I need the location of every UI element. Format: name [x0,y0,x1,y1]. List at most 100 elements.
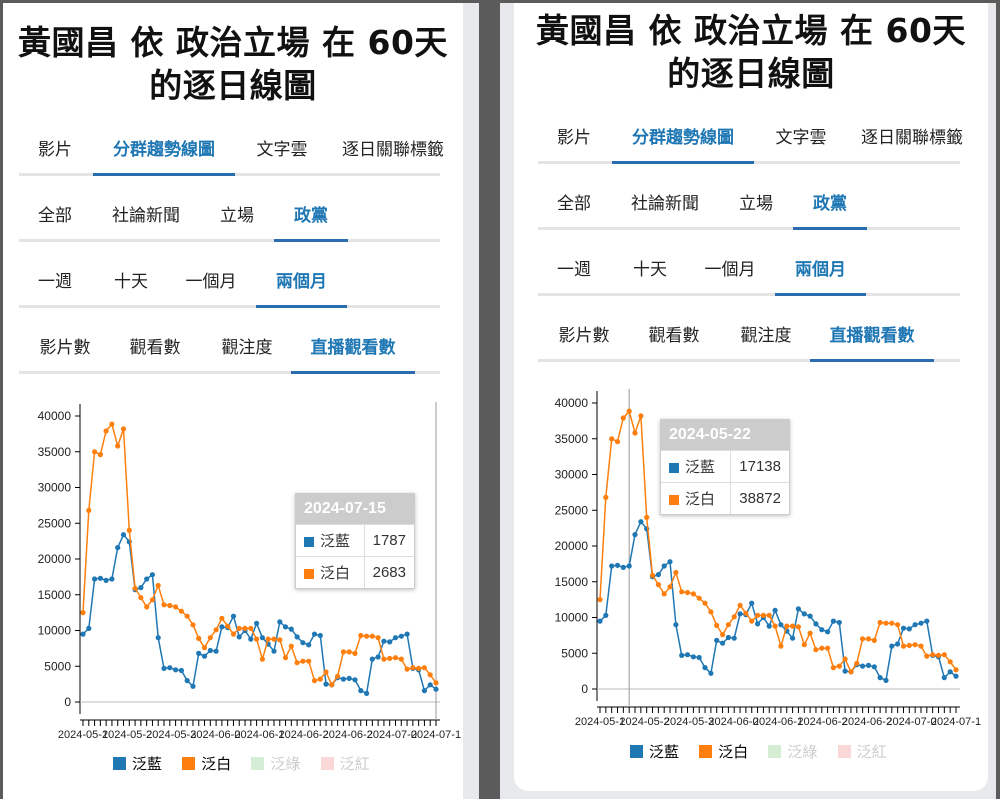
tab-one-month[interactable]: 一個月 [185,272,237,292]
tab-stance[interactable]: 立場 [739,194,773,214]
tab-live-views[interactable]: 直播觀看數 [810,313,934,362]
data-point [696,595,702,601]
tab-cluster-trend[interactable]: 分群趨勢線圖 [612,115,754,164]
data-point [138,585,144,591]
legend-item-red[interactable]: 泛紅 [837,741,887,762]
tab-view-count[interactable]: 觀看數 [648,326,700,346]
tab-stance[interactable]: 立場 [220,206,254,226]
tab-live-views[interactable]: 直播觀看數 [291,325,415,374]
tab-word-cloud[interactable]: 文字雲 [775,128,827,148]
legend-item-blue[interactable]: 泛藍 [630,741,679,762]
data-point [97,452,103,458]
data-point [860,636,866,642]
tooltip-row: 泛藍 17138 [661,450,789,483]
tooltip-row: 泛藍 1787 [296,524,414,557]
orange-swatch-icon [669,495,679,506]
data-point [708,609,714,615]
data-point [906,642,912,648]
data-point [877,675,883,681]
data-point [230,631,237,637]
x-tick-label: 2024-07-0 [886,716,936,728]
tab-editorial-news[interactable]: 社論新聞 [112,206,180,226]
tab-videos[interactable]: 影片 [38,140,72,160]
data-point [953,667,959,673]
legend-item-blue[interactable]: 泛藍 [113,753,162,774]
data-point [778,643,784,649]
data-point [184,678,190,684]
line-chart[interactable]: 0 5000 10000 15000 20000 25000 30000 35000 40000… [514,373,988,743]
data-point [778,622,784,628]
data-point [248,636,254,642]
y-tick-label: 5000 [561,646,588,660]
data-point [201,645,208,651]
data-point [433,680,439,686]
y-tick-label: 5000 [44,659,71,673]
data-point [842,668,848,674]
tab-attention[interactable]: 觀注度 [740,326,792,346]
legend-item-green[interactable]: 泛綠 [768,741,817,762]
data-point [346,649,352,655]
tab-week[interactable]: 一週 [557,260,591,280]
chart-svg: 0 5000 10000 15000 20000 25000 30000 35000 40000… [38,402,461,741]
tab-one-month[interactable]: 一個月 [704,260,756,280]
tab-word-cloud[interactable]: 文字雲 [256,140,308,160]
tab-two-months[interactable]: 兩個月 [256,259,347,308]
tab-two-months[interactable]: 兩個月 [775,247,866,296]
y-tick-label: 30000 [38,481,72,495]
line-chart[interactable]: 0 5000 10000 15000 20000 25000 30000 35000 40000… [3,383,463,753]
tab-cluster-trend[interactable]: 分群趨勢線圖 [93,127,235,176]
legend-item-white[interactable]: 泛白 [182,753,231,774]
tab-editorial-news[interactable]: 社論新聞 [631,194,699,214]
tab-video-count[interactable]: 影片數 [39,338,91,358]
tab-video-count[interactable]: 影片數 [558,326,610,346]
data-point [178,667,184,674]
data-point [790,635,796,641]
data-point [392,655,399,661]
page-title: 黃國昌 依 政治立場 在 60天 的逐日線圖 [514,9,988,95]
tab-party[interactable]: 政黨 [793,181,867,230]
legend-item-white[interactable]: 泛白 [699,741,748,762]
data-point [912,642,918,648]
data-point [655,582,661,588]
data-point [924,653,930,659]
y-tick-label: 15000 [555,575,589,589]
tab-videos[interactable]: 影片 [557,128,591,148]
tab-daily-tags[interactable]: 逐日關聯標籤 [342,140,444,160]
data-point [836,663,842,669]
y-tick-label: 35000 [38,445,72,459]
tab-view-count[interactable]: 觀看數 [129,338,181,358]
data-point [795,606,801,612]
tab-party[interactable]: 政黨 [274,193,348,242]
data-point [398,633,404,639]
tab-ten-days[interactable]: 十天 [114,272,148,292]
legend-label: 泛綠 [270,756,301,773]
data-point [306,642,312,648]
data-point [801,642,807,648]
data-point [213,627,219,633]
tab-all[interactable]: 全部 [557,194,591,214]
data-point [731,614,737,620]
legend-item-red[interactable]: 泛紅 [320,753,370,774]
tab-attention[interactable]: 觀注度 [221,338,273,358]
data-point [132,585,138,591]
tab-daily-tags[interactable]: 逐日關聯標籤 [861,128,963,148]
data-point [184,613,190,619]
data-point [725,634,731,641]
data-point [144,604,150,610]
tab-week[interactable]: 一週 [38,272,72,292]
data-point [661,591,667,597]
data-point [813,647,819,653]
tab-ten-days[interactable]: 十天 [633,260,667,280]
data-point [918,620,924,626]
data-point [632,430,638,436]
data-point [871,637,877,643]
category-tab-bar: 全部 社論新聞 立場 政黨 [538,181,960,230]
data-point [392,635,399,641]
legend-item-green[interactable]: 泛綠 [251,753,300,774]
data-point [230,613,237,619]
data-point [661,563,667,569]
data-point [620,415,626,421]
tab-all[interactable]: 全部 [38,206,72,226]
x-tick-label: 2024-05-2 [102,729,152,741]
data-point [340,649,346,655]
